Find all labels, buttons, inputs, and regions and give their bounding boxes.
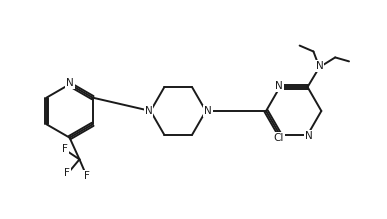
Text: N: N bbox=[315, 61, 323, 71]
Text: F: F bbox=[84, 171, 90, 181]
Text: N: N bbox=[305, 131, 312, 141]
Text: F: F bbox=[62, 145, 68, 154]
Text: Cl: Cl bbox=[274, 133, 284, 143]
Text: N: N bbox=[66, 78, 74, 88]
Text: N: N bbox=[145, 106, 152, 116]
Text: F: F bbox=[64, 168, 70, 178]
Text: N: N bbox=[204, 106, 212, 116]
Text: N: N bbox=[275, 81, 283, 91]
